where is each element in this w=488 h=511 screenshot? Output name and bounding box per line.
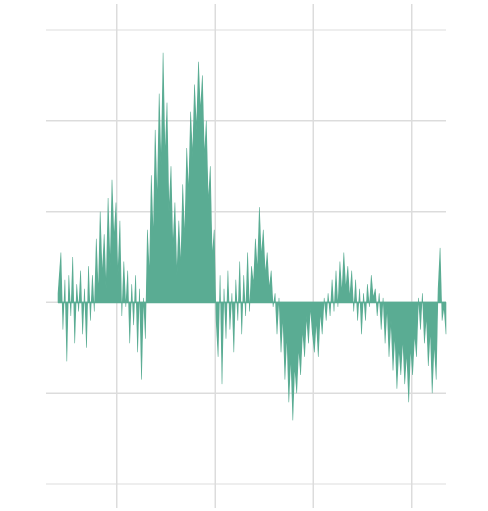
series-layer [57,52,447,421]
grid [46,4,446,508]
series-area-0 [57,52,447,421]
